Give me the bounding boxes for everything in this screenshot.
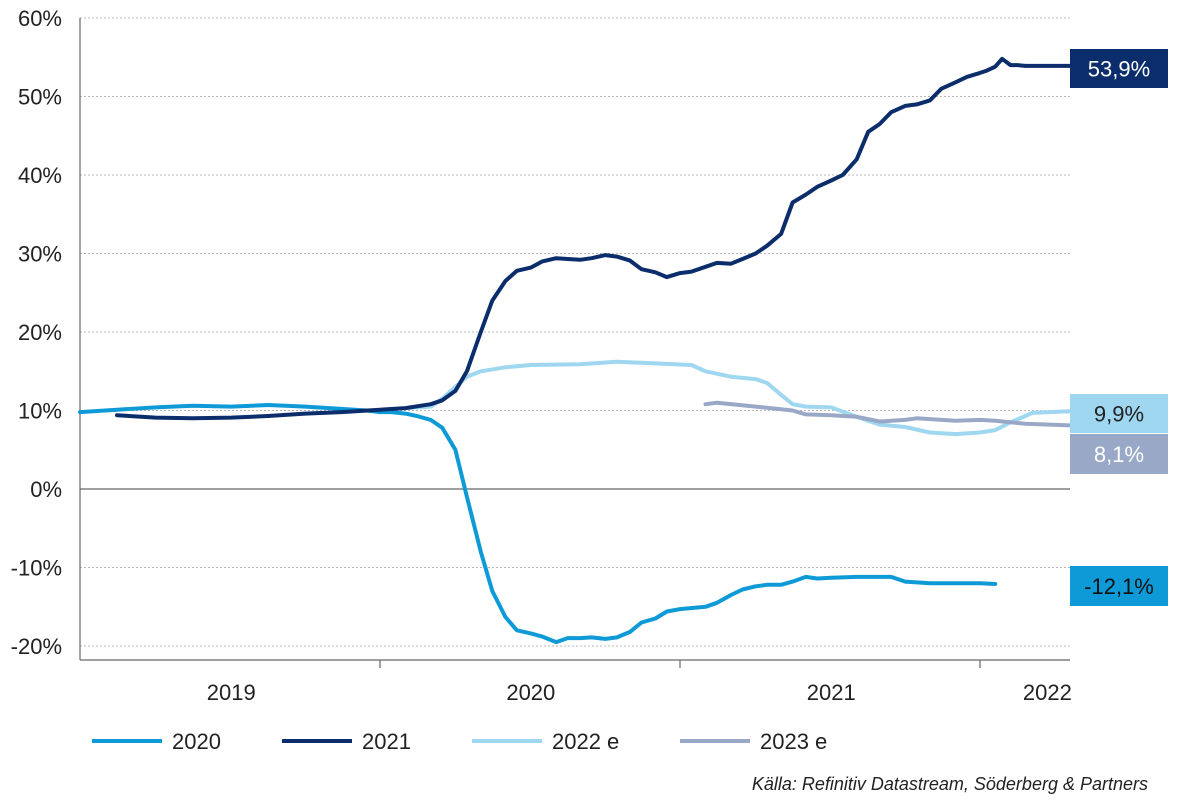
- y-tick-label: 50%: [18, 85, 62, 110]
- end-labels: 53,9% 9,9% 8,1% -12,1%: [1070, 49, 1168, 606]
- series-line-2023-e: [703, 400, 1072, 428]
- legend-label: 2021: [362, 729, 411, 754]
- x-tick-label: 2022: [1023, 680, 1072, 705]
- legend-label: 2020: [172, 729, 221, 754]
- y-tick-label: 40%: [18, 163, 62, 188]
- series-lines: [78, 56, 1072, 645]
- x-tick-label: 2020: [506, 680, 555, 705]
- x-axis-ticks: 2019 2020 2021 2022: [207, 680, 1072, 705]
- y-tick-label: 10%: [18, 399, 62, 424]
- y-tick-label: -10%: [11, 556, 62, 581]
- legend: 2020 2021 2022 e 2023 e: [92, 729, 827, 754]
- end-label: 8,1%: [1094, 442, 1144, 467]
- x-tick-label: 2021: [807, 680, 856, 705]
- source-note: Källa: Refinitiv Datastream, Söderberg &…: [752, 774, 1148, 794]
- y-tick-label: -20%: [11, 634, 62, 659]
- y-tick-label: 60%: [18, 6, 62, 31]
- end-label: 53,9%: [1088, 57, 1150, 82]
- axes: [79, 18, 1070, 668]
- x-tick-label: 2019: [207, 680, 256, 705]
- series-line-2022-e: [403, 359, 1072, 437]
- y-tick-label: 20%: [18, 320, 62, 345]
- end-label-box: [1070, 394, 1168, 433]
- end-label-box: [1070, 434, 1168, 474]
- series-line-2020: [78, 403, 998, 645]
- end-label-box: [1070, 566, 1168, 606]
- y-tick-label: 0%: [30, 477, 62, 502]
- y-tick-label: 30%: [18, 242, 62, 267]
- end-label-box: [1070, 49, 1168, 88]
- gridlines: [80, 17, 1070, 647]
- series-line-2021: [115, 56, 1072, 421]
- y-axis-ticks: 60% 50% 40% 30% 20% 10% 0% -10% -20%: [11, 6, 62, 659]
- end-label: 9,9%: [1094, 402, 1144, 427]
- end-label: -12,1%: [1084, 574, 1154, 599]
- legend-label: 2022 e: [552, 729, 619, 754]
- legend-label: 2023 e: [760, 729, 827, 754]
